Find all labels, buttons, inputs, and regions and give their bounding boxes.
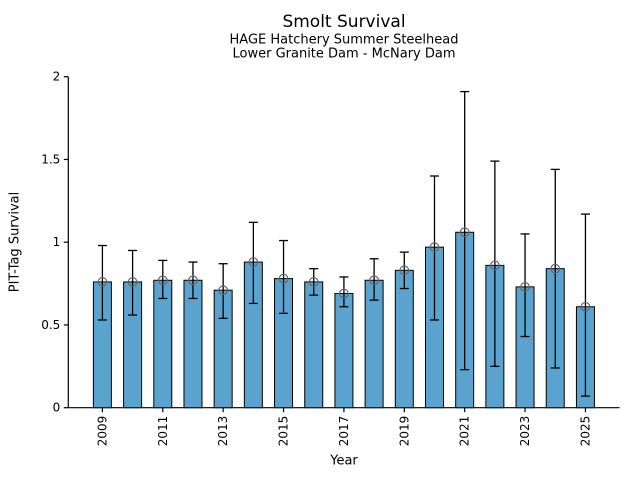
mean-marker-2014 — [248, 257, 259, 267]
y-tick-label-1: 1 — [53, 235, 61, 249]
mean-marker-2016 — [308, 277, 319, 287]
y-tick-label-2: 2 — [53, 70, 61, 84]
x-tick-label-2013: 2013 — [216, 416, 230, 447]
mean-marker-2018 — [369, 275, 380, 286]
mean-marker-2025 — [580, 301, 591, 312]
mean-marker-2015 — [278, 273, 289, 284]
mean-marker-2019 — [399, 265, 410, 276]
bar-2011 — [153, 279, 173, 409]
mean-marker-2011 — [157, 275, 168, 286]
mean-marker-2010 — [127, 277, 138, 287]
bar-2012 — [183, 279, 203, 409]
x-tick-label-2019: 2019 — [397, 416, 411, 447]
bar-2017 — [334, 293, 354, 409]
y-tick-label-0.5: 0.5 — [41, 318, 60, 332]
x-tick-label-2017: 2017 — [337, 416, 351, 447]
mean-marker-2022 — [489, 260, 500, 271]
mean-marker-2017 — [339, 288, 349, 299]
x-tick-label-2023: 2023 — [518, 416, 532, 447]
x-tick-label-2025: 2025 — [578, 416, 592, 447]
x-tick-label-2011: 2011 — [156, 416, 170, 447]
bar-2016 — [304, 281, 324, 409]
chart-subtitle-line2: Lower Granite Dam - McNary Dam — [232, 46, 456, 62]
chart-subtitle-line1: HAGE Hatchery Summer Steelhead — [229, 32, 459, 48]
y-tick-label-0: 0 — [53, 401, 61, 415]
x-axis-title: Year — [330, 453, 358, 469]
mean-marker-2009 — [97, 277, 108, 287]
x-tick-label-2009: 2009 — [95, 416, 109, 447]
bar-2019 — [394, 269, 414, 409]
mean-marker-2024 — [550, 263, 561, 274]
x-tick-label-2015: 2015 — [277, 416, 291, 447]
y-tick-label-1.5: 1.5 — [41, 152, 60, 166]
mean-marker-2023 — [520, 281, 530, 292]
mean-marker-2013 — [218, 285, 229, 296]
mean-marker-2020 — [429, 242, 440, 253]
mean-marker-2021 — [459, 227, 470, 238]
x-tick-label-2021: 2021 — [458, 416, 472, 447]
chart-title: Smolt Survival — [282, 12, 406, 32]
mean-marker-2012 — [188, 275, 198, 286]
